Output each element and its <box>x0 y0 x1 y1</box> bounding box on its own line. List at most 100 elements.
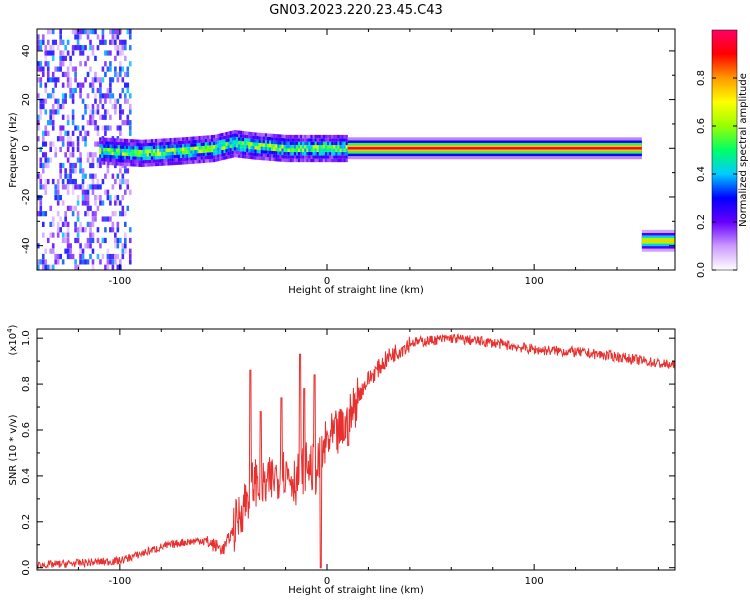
spectrogram-line-cell <box>184 143 187 148</box>
spectrogram-line-cell <box>146 142 149 147</box>
spectrogram-line-cell <box>279 148 282 152</box>
spectrogram-line-cell <box>126 145 129 150</box>
spectrogram-line-cell <box>119 162 123 166</box>
spectrogram-line-cell <box>329 155 332 159</box>
spectrogram-ytick-label: 20 <box>21 93 32 106</box>
spectrogram-noise-cell <box>121 45 125 51</box>
spectrogram-noise-cell <box>111 184 115 190</box>
snr-xlabel: Height of straight line (km) <box>288 585 424 596</box>
spectrogram-line-cell <box>337 134 340 139</box>
spectrogram-line-cell <box>182 137 185 141</box>
spectrogram-line-cell <box>105 144 108 148</box>
spectrogram-line-cell <box>150 145 154 150</box>
spectrogram-line-cell <box>194 139 197 144</box>
spectrogram-noise-cell <box>114 103 117 110</box>
spectrogram-noise-cell <box>94 173 97 179</box>
spectrogram-noise-cell <box>86 205 90 211</box>
spectrogram-noise-cell <box>66 71 70 78</box>
spectrogram-line-cell <box>250 145 253 150</box>
spectrogram-line-cell <box>173 144 176 149</box>
spectrogram-line-cell <box>345 155 348 159</box>
spectrogram-line-cell <box>262 153 265 157</box>
spectrogram-line-cell <box>140 153 143 157</box>
spectrogram-line-cell <box>302 148 305 152</box>
spectrogram-line-cell <box>264 133 268 137</box>
spectrogram-noise-cell <box>49 221 53 227</box>
spectrogram-line-cell <box>175 154 178 159</box>
spectrogram-noise-cell <box>49 146 53 153</box>
spectrogram-noise-cell <box>39 103 43 110</box>
spectrogram-noise-cell <box>89 114 92 120</box>
spectrogram-line-cell <box>291 138 294 142</box>
spectrogram-line-cell <box>227 131 230 135</box>
spectrogram-line-cell <box>240 147 243 152</box>
spectrogram-noise-cell <box>46 130 50 136</box>
spectrogram-line-cell <box>128 159 131 163</box>
spectrogram-noise-cell <box>91 152 95 158</box>
spectrogram-line-cell <box>254 142 257 147</box>
spectrogram-noise-cell <box>54 184 57 190</box>
spectrogram-noise-cell <box>59 173 62 179</box>
spectrogram-noise-cell <box>106 264 110 270</box>
spectrogram-noise-cell <box>121 87 125 94</box>
spectrogram-line-cell <box>103 161 106 165</box>
spectrogram-noise-cell <box>49 29 53 35</box>
spectrogram-line-cell <box>304 158 307 163</box>
spectrogram-xtick-label: 100 <box>525 276 544 287</box>
spectrogram-noise-cell <box>41 34 45 40</box>
spectrogram-line-cell <box>277 141 280 145</box>
spectrogram-noise-cell <box>109 50 112 56</box>
spectrogram-line-cell <box>327 148 330 152</box>
spectrogram-noise-cell <box>71 162 75 169</box>
spectrogram-noise-cell <box>121 39 125 45</box>
spectrogram-noise-cell <box>51 45 55 51</box>
spectrogram-line-cell <box>324 134 328 139</box>
spectrogram-line-cell <box>331 138 334 142</box>
spectrogram-noise-cell <box>96 253 100 260</box>
spectrogram-noise-cell <box>61 162 65 169</box>
spectrogram-line-cell <box>264 136 268 141</box>
spectrogram-marks <box>37 29 675 270</box>
spectrogram-noise-cell <box>61 61 65 67</box>
spectrogram-line-cell <box>252 145 255 150</box>
spectrogram-noise-cell <box>94 141 97 147</box>
spectrogram-line-cell <box>165 158 168 163</box>
spectrogram-noise-cell <box>79 157 82 163</box>
spectrogram-noise-cell <box>99 82 102 88</box>
spectrogram-line-cell <box>140 143 143 147</box>
spectrogram-line-cell <box>312 145 315 149</box>
spectrogram-noise-cell <box>128 248 132 254</box>
spectrogram-noise-cell <box>128 259 132 265</box>
spectrogram-line-cell <box>119 152 123 156</box>
spectrogram-noise-cell <box>61 39 65 45</box>
spectrogram-line-cell <box>264 150 268 154</box>
spectrogram-line-cell <box>333 151 336 156</box>
spectrogram-noise-cell <box>86 189 90 195</box>
spectrogram-line-cell <box>300 141 303 146</box>
spectrogram-noise-cell <box>41 221 45 227</box>
spectrogram-noise-cell <box>79 168 82 174</box>
snr-ylabel: SNR (10 * v/v) <box>8 414 19 485</box>
spectrogram-noise-cell <box>41 162 45 169</box>
spectrogram-line-cell <box>293 148 297 152</box>
spectrogram-noise-cell <box>81 178 85 185</box>
spectrogram-line-cell <box>304 141 307 146</box>
spectrogram-line-cell <box>177 137 181 141</box>
spectrogram-noise-cell <box>114 253 117 260</box>
spectrogram-line-cell <box>314 155 317 159</box>
spectrogram-line-cell <box>269 157 272 161</box>
spectrogram-line-cell <box>171 154 174 159</box>
spectrogram-noise-cell <box>74 221 77 227</box>
spectrogram-noise-cell <box>59 103 62 110</box>
spectrogram-line-cell <box>262 143 265 147</box>
spectrogram-noise-cell <box>79 221 82 227</box>
spectrogram-line-cell <box>322 138 326 142</box>
spectrogram-line-cell <box>333 148 336 152</box>
spectrogram-line-cell <box>150 142 154 146</box>
spectrogram-line-cell <box>186 160 189 165</box>
spectrogram-noise-cell <box>76 45 80 51</box>
spectrogram-line-cell <box>163 145 166 149</box>
spectrogram-line-cell <box>244 131 247 135</box>
spectrogram-line-cell <box>134 146 137 150</box>
spectrogram-noise-cell <box>84 130 87 136</box>
